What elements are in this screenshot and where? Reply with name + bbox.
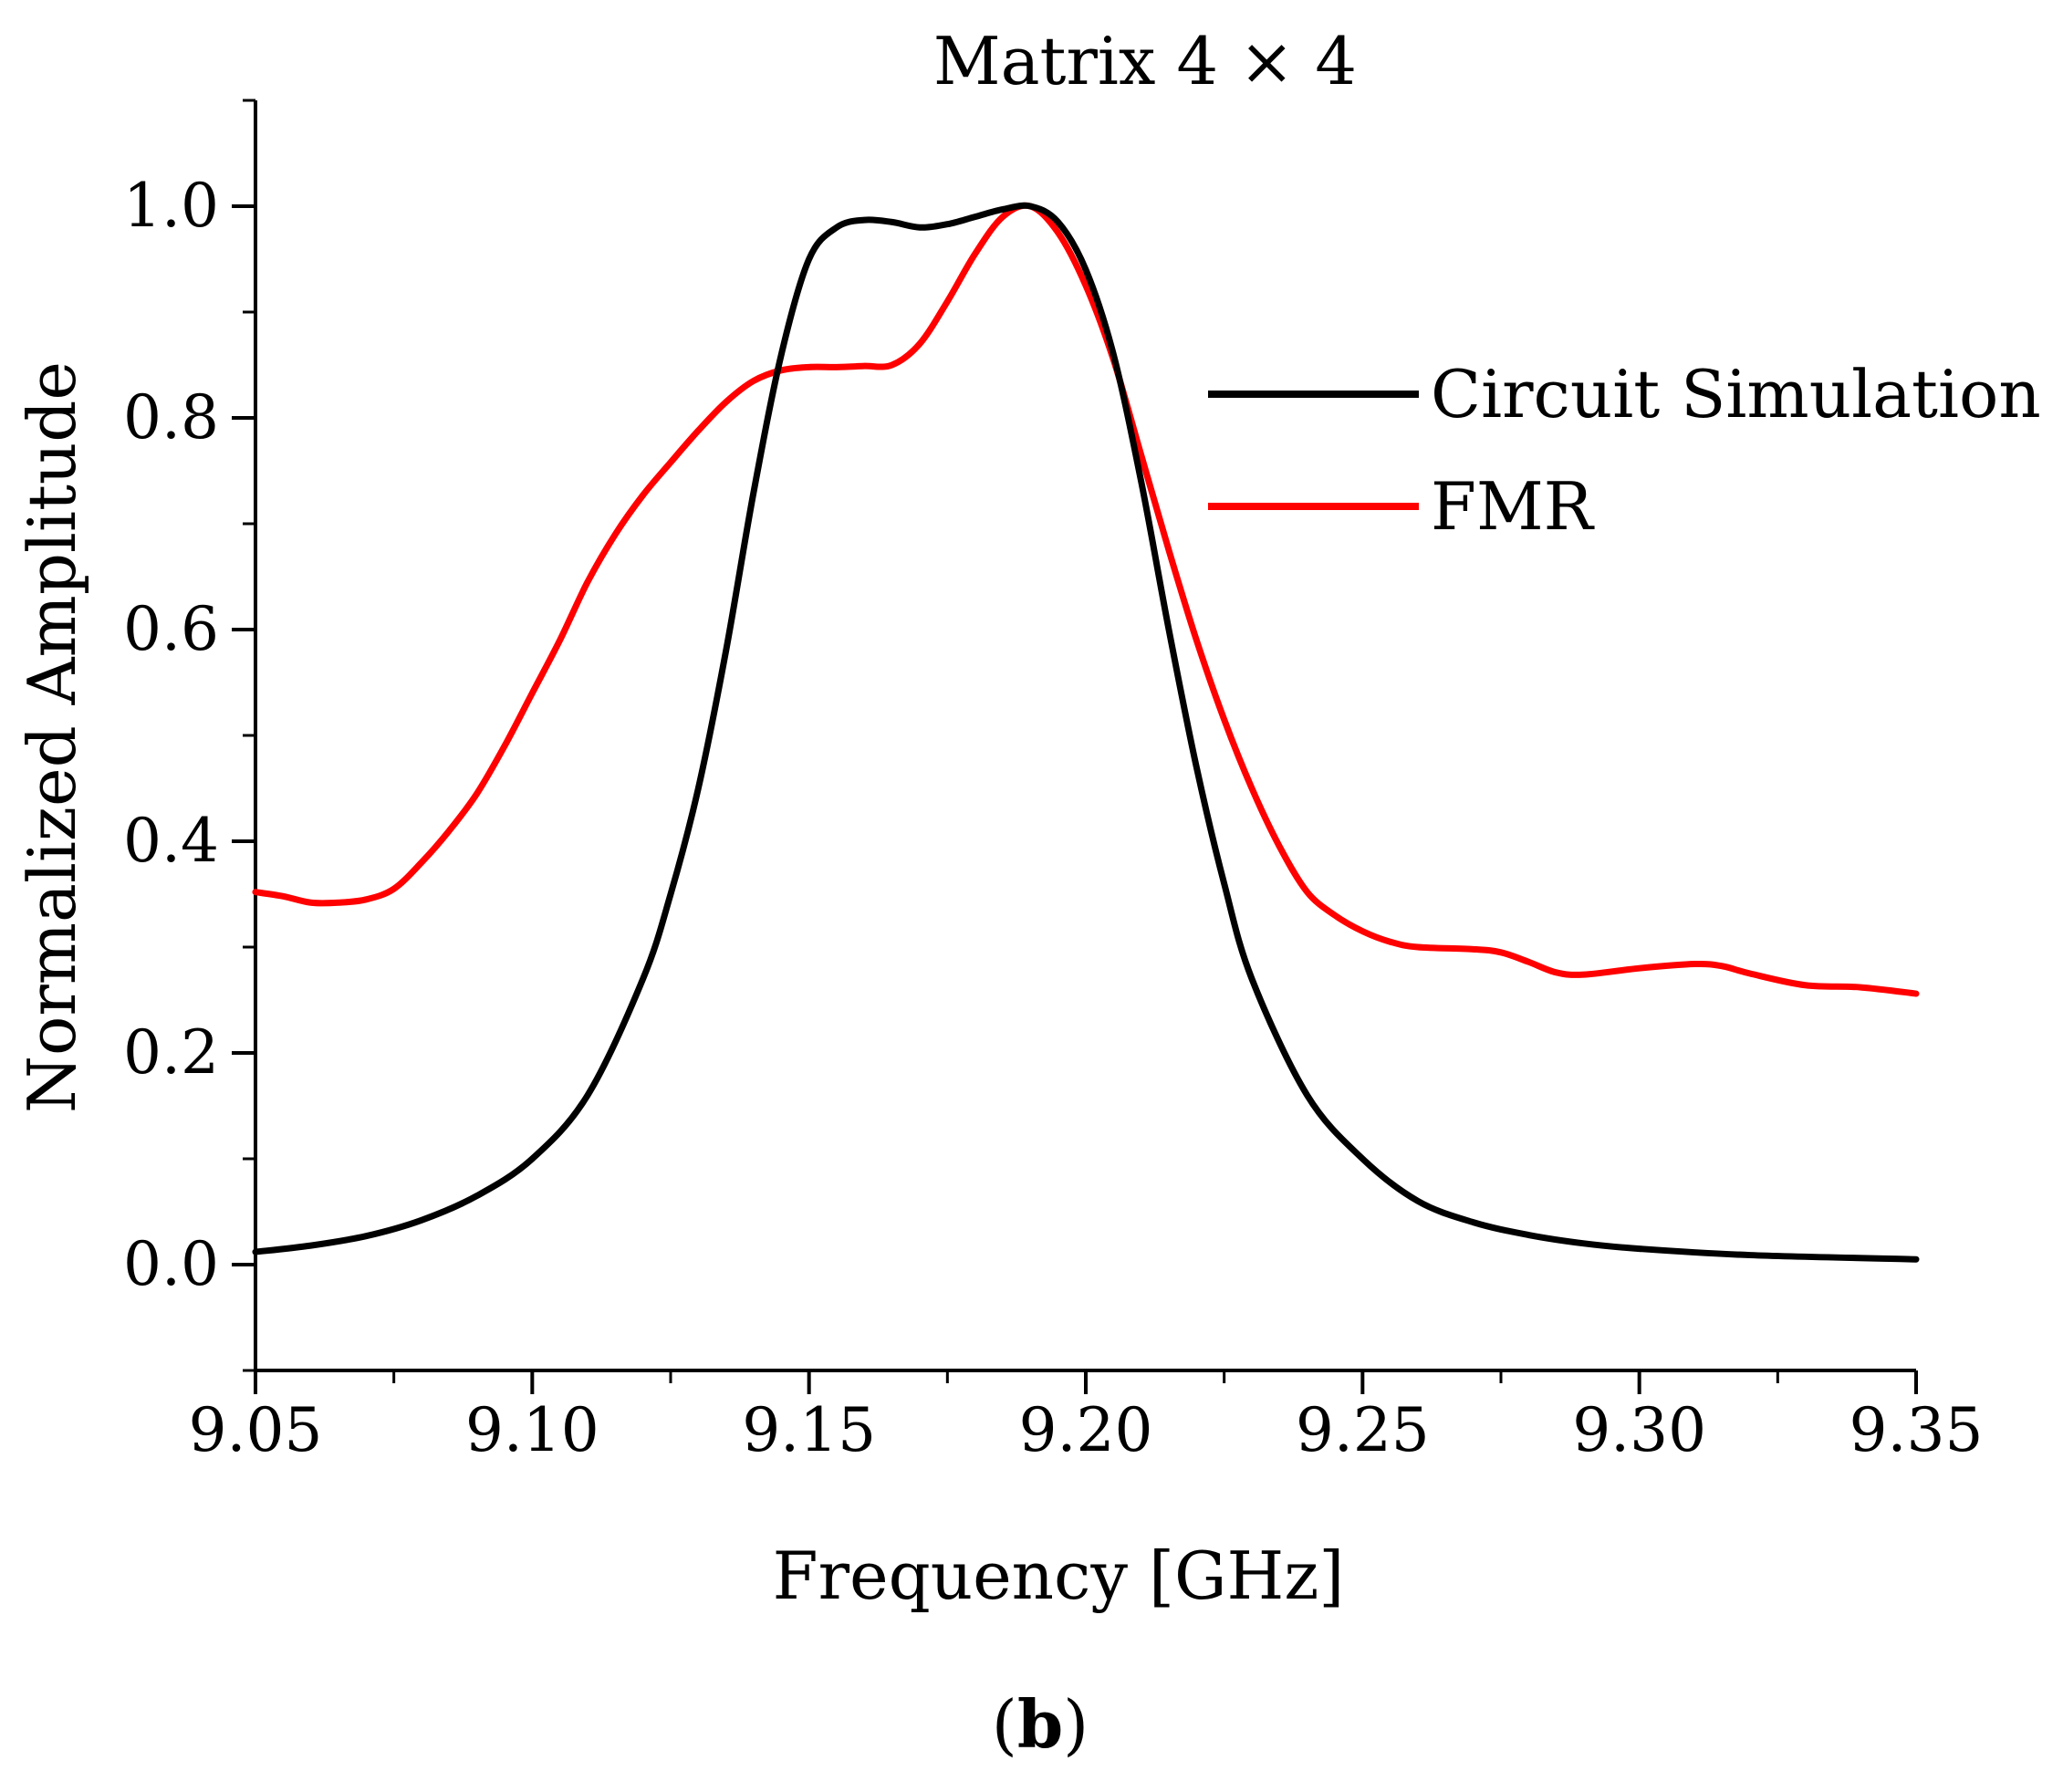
legend-label-fmr: FMR xyxy=(1431,468,1595,545)
series-layer xyxy=(252,202,1920,1263)
chart-title: Matrix 4 × 4 xyxy=(933,23,1357,99)
x-tick-label: 9.05 xyxy=(189,1395,323,1465)
x-tick-label: 9.20 xyxy=(1019,1395,1153,1465)
y-tick-label: 0.6 xyxy=(123,594,219,664)
x-tick-label: 9.30 xyxy=(1572,1395,1706,1465)
circuit-simulation-line xyxy=(252,202,1920,1263)
y-tick-label: 0.8 xyxy=(123,382,219,453)
plot-area: 9.05 9.10 9.15 9.20 9.25 9.30 9.35 0.0 0.2 0.4 0.6… xyxy=(123,99,1984,1465)
x-axis-title: Frequency [GHz] xyxy=(773,1537,1345,1614)
axis-ticks: 9.05 9.10 9.15 9.20 9.25 9.30 9.35 0.0 0.2 0.4 0.6… xyxy=(123,99,1984,1465)
panel-label-close: ) xyxy=(1063,1686,1089,1763)
panel-label: (b) xyxy=(992,1685,1089,1763)
y-tick-label: 0.4 xyxy=(123,806,219,876)
panel-label-open: ( xyxy=(992,1686,1017,1763)
legend: Circuit Simulation FMR xyxy=(1208,356,2041,545)
legend-label-circuit-simulation: Circuit Simulation xyxy=(1431,356,2041,432)
x-tick-label: 9.10 xyxy=(465,1395,599,1465)
y-axis-title: Normalized Amplitude xyxy=(14,361,90,1113)
y-tick-label: 0.0 xyxy=(123,1229,219,1299)
x-tick-label: 9.15 xyxy=(742,1395,876,1465)
x-tick-label: 9.25 xyxy=(1296,1395,1430,1465)
y-tick-label: 0.2 xyxy=(123,1017,219,1088)
x-tick-label: 9.35 xyxy=(1849,1395,1984,1465)
y-tick-label: 1.0 xyxy=(123,171,219,241)
fmr-line xyxy=(252,202,1920,997)
panel-label-letter: b xyxy=(1017,1685,1063,1763)
